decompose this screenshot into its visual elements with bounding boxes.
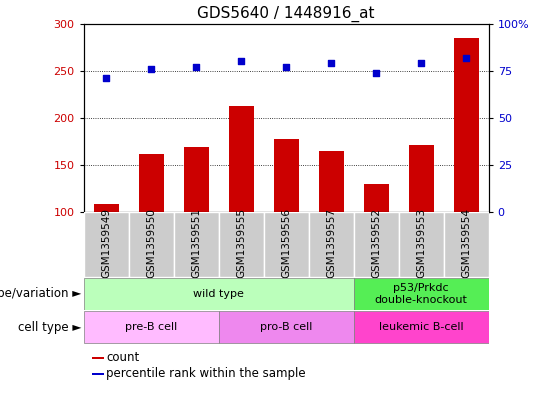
Bar	[454, 38, 478, 212]
Bar	[399, 212, 444, 277]
Text: GSM1359553: GSM1359553	[416, 208, 426, 278]
Bar	[84, 278, 354, 310]
Bar	[274, 139, 299, 212]
Bar	[219, 311, 354, 343]
Bar	[229, 106, 254, 212]
Point	[192, 64, 200, 70]
Text: GSM1359555: GSM1359555	[236, 208, 246, 278]
Bar	[84, 212, 129, 277]
Point	[327, 60, 335, 66]
Text: count: count	[106, 351, 140, 364]
Text: GSM1359554: GSM1359554	[461, 208, 471, 278]
Point	[462, 54, 470, 61]
Bar	[84, 311, 219, 343]
Point	[147, 66, 156, 72]
Text: GSM1359557: GSM1359557	[326, 208, 336, 278]
Bar	[264, 212, 309, 277]
Bar	[219, 212, 264, 277]
Point	[282, 64, 291, 70]
Text: pre-B cell: pre-B cell	[125, 322, 177, 332]
Point	[102, 75, 111, 81]
Bar	[139, 154, 164, 212]
Text: pro-B cell: pro-B cell	[260, 322, 312, 332]
Bar	[129, 212, 174, 277]
Bar	[354, 212, 399, 277]
Point	[372, 70, 381, 76]
Bar	[354, 278, 489, 310]
Bar	[354, 311, 489, 343]
Bar	[319, 151, 343, 212]
Title: GDS5640 / 1448916_at: GDS5640 / 1448916_at	[198, 6, 375, 22]
Bar	[409, 145, 434, 212]
Text: GSM1359550: GSM1359550	[146, 208, 156, 278]
Bar	[92, 357, 104, 359]
Point	[417, 60, 426, 66]
Bar	[364, 184, 389, 212]
Text: GSM1359549: GSM1359549	[101, 208, 111, 278]
Text: GSM1359556: GSM1359556	[281, 208, 291, 278]
Text: GSM1359552: GSM1359552	[371, 208, 381, 278]
Text: p53/Prkdc
double-knockout: p53/Prkdc double-knockout	[375, 283, 468, 305]
Bar	[174, 212, 219, 277]
Point	[237, 58, 246, 64]
Text: wild type: wild type	[193, 289, 244, 299]
Bar	[94, 204, 119, 212]
Text: leukemic B-cell: leukemic B-cell	[379, 322, 463, 332]
Text: percentile rank within the sample: percentile rank within the sample	[106, 367, 306, 380]
Bar	[92, 373, 104, 375]
Bar	[444, 212, 489, 277]
Text: GSM1359551: GSM1359551	[191, 208, 201, 278]
Text: genotype/variation ►: genotype/variation ►	[0, 287, 81, 300]
Text: cell type ►: cell type ►	[18, 321, 81, 334]
Bar	[309, 212, 354, 277]
Bar	[184, 147, 208, 212]
